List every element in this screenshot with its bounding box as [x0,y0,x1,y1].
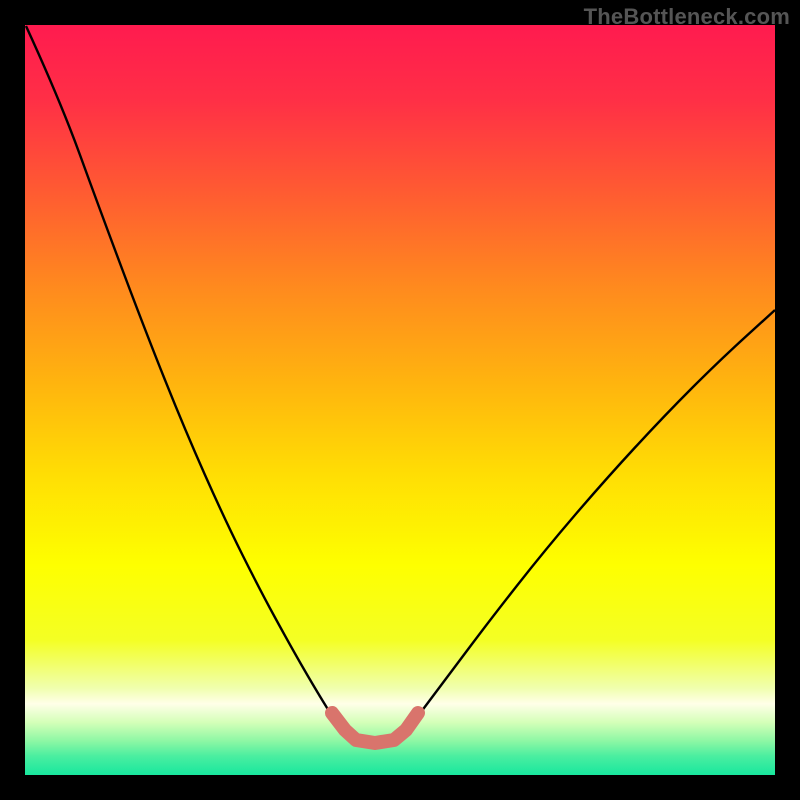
bottleneck-chart: TheBottleneck.com [0,0,800,800]
chart-svg [0,0,800,800]
plot-background [25,25,775,775]
watermark-text: TheBottleneck.com [584,4,790,30]
